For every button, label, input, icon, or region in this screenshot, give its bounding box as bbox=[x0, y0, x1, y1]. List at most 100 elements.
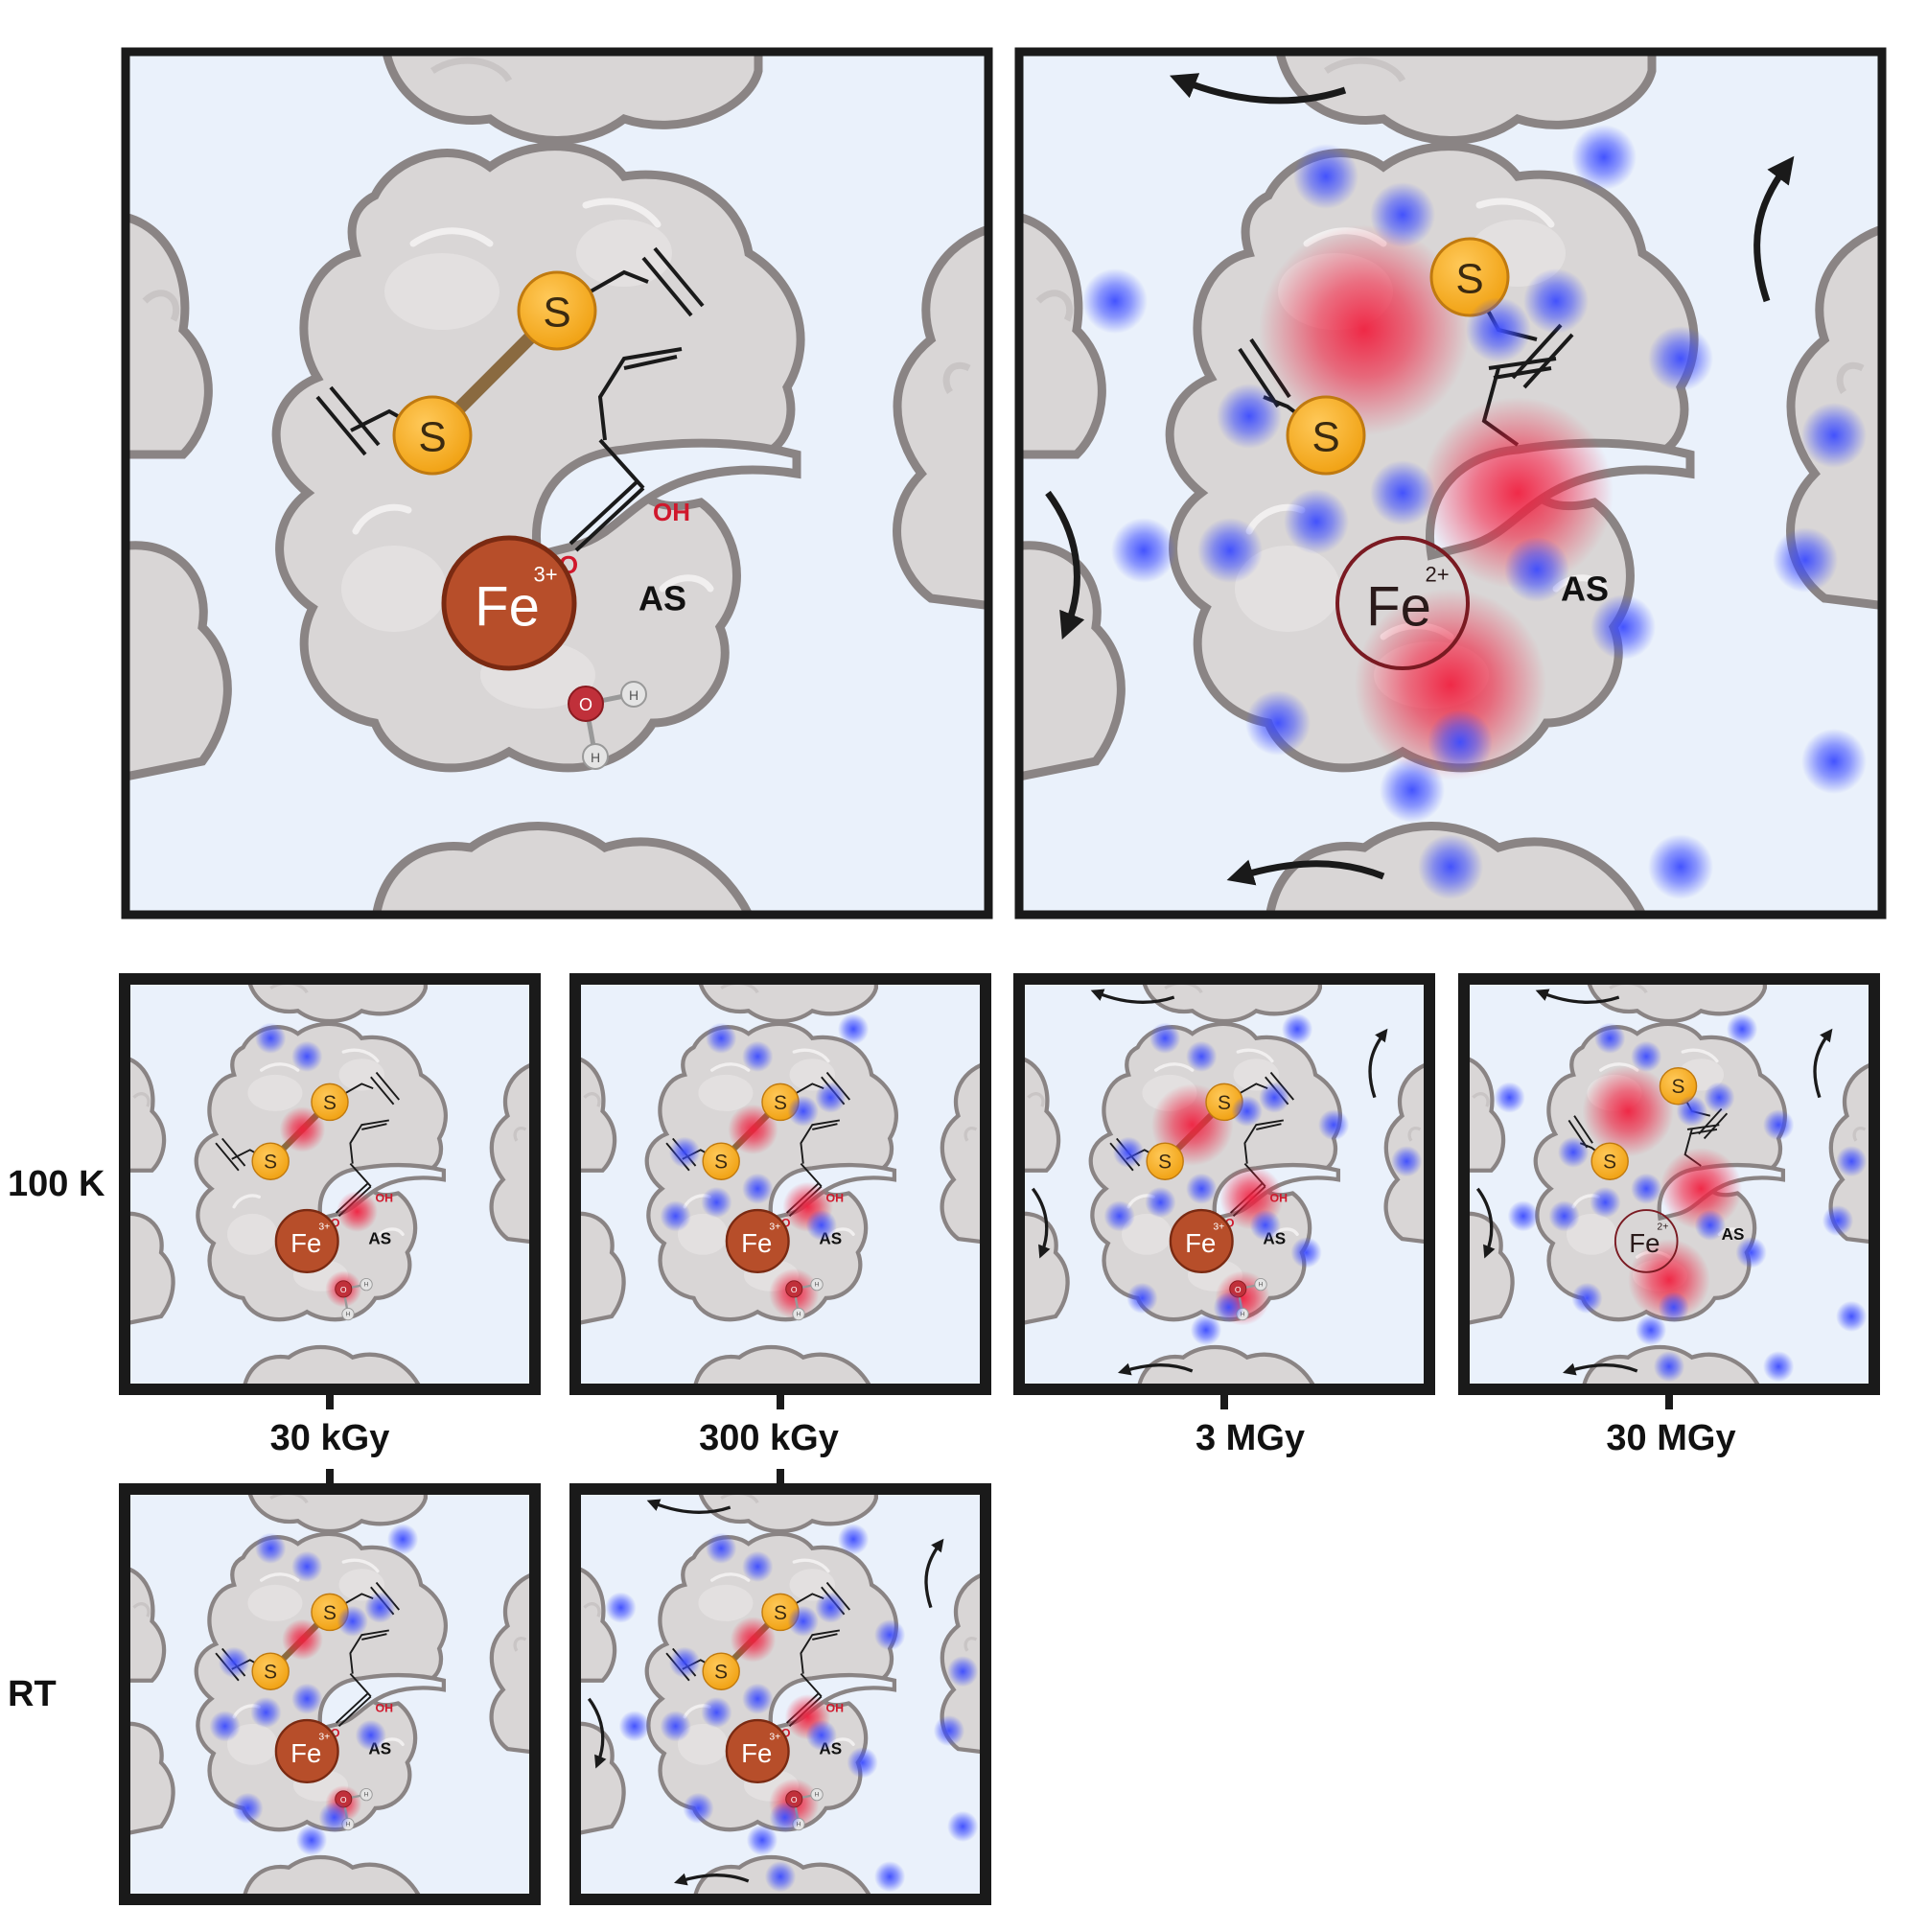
radical-spot bbox=[209, 1711, 241, 1742]
water-o: O bbox=[340, 1285, 347, 1294]
carboxyl-oh-label: OH bbox=[376, 1191, 394, 1204]
motion-arrow bbox=[646, 1499, 731, 1514]
radical-spot bbox=[1112, 1136, 1145, 1168]
dose-label-300kgy: 300 kGy bbox=[699, 1418, 839, 1458]
protein-environment bbox=[126, 52, 988, 915]
radical-spot bbox=[837, 1524, 870, 1555]
radical-spot bbox=[1694, 1209, 1726, 1241]
radical-spot bbox=[232, 1792, 264, 1825]
radical-spot bbox=[1111, 518, 1176, 583]
motion-arrow bbox=[1090, 989, 1175, 1004]
radical-spot bbox=[291, 1683, 323, 1714]
radical-spot bbox=[1836, 1146, 1868, 1177]
iron-charge: 3+ bbox=[769, 1733, 780, 1743]
radical-spot bbox=[1571, 125, 1637, 190]
damage-spot bbox=[1660, 1147, 1743, 1230]
sulfur-atom: S bbox=[702, 1142, 740, 1180]
radical-spot bbox=[1317, 1109, 1350, 1141]
water-molecule: O H H bbox=[785, 1277, 824, 1321]
radical-spot bbox=[1213, 1292, 1244, 1323]
radical-spot bbox=[295, 1825, 328, 1856]
water-h: H bbox=[1241, 1312, 1245, 1318]
radical-spot bbox=[847, 1747, 878, 1779]
carboxyl-o-label: O bbox=[331, 1216, 340, 1229]
water-o: O bbox=[1235, 1285, 1242, 1294]
radical-spot bbox=[255, 1022, 287, 1054]
sulfur-atom: S bbox=[251, 1652, 290, 1690]
iron-label: Fe bbox=[741, 1738, 772, 1768]
radical-spot bbox=[1735, 1237, 1767, 1269]
radical-spot bbox=[742, 1040, 774, 1073]
damage-spot bbox=[1259, 224, 1470, 435]
radical-spot bbox=[764, 1861, 797, 1893]
radical-spot bbox=[318, 1802, 350, 1833]
iron-charge: 3+ bbox=[318, 1733, 330, 1743]
radical-spot bbox=[1186, 1173, 1218, 1204]
radical-spot bbox=[1635, 1315, 1667, 1346]
damage-spot bbox=[282, 1618, 323, 1661]
radical-spot bbox=[746, 1825, 778, 1856]
radical-spot bbox=[1190, 1315, 1222, 1346]
radical-spot bbox=[218, 1646, 250, 1678]
radical-spot bbox=[337, 1605, 368, 1638]
radical-spot bbox=[742, 1550, 774, 1583]
radical-spot bbox=[1557, 1136, 1590, 1168]
iron-ion: Fe3+ bbox=[274, 1208, 339, 1273]
water-h: H bbox=[629, 687, 638, 703]
sulfur-label: S bbox=[774, 1602, 787, 1624]
radical-spot bbox=[706, 1532, 737, 1564]
radical-spot bbox=[1249, 1209, 1281, 1241]
sulfur-label: S bbox=[774, 1092, 787, 1114]
radical-spot bbox=[1726, 1013, 1758, 1045]
iron-ion: Fe3+ bbox=[441, 535, 577, 671]
active-site-label: AS bbox=[638, 579, 686, 618]
radical-spot bbox=[873, 1619, 906, 1651]
motion-arrow bbox=[674, 1873, 750, 1886]
sulfur-label: S bbox=[323, 1602, 337, 1624]
water-h: H bbox=[797, 1312, 801, 1318]
iron-label: Fe bbox=[475, 576, 540, 639]
radical-spot bbox=[873, 1861, 906, 1893]
radical-spot bbox=[1186, 1040, 1218, 1073]
motion-arrow bbox=[1535, 989, 1620, 1004]
damage-spot bbox=[730, 1617, 777, 1663]
dose-label-3mgy: 3 MGy bbox=[1196, 1418, 1305, 1458]
radical-spot bbox=[742, 1173, 774, 1204]
motion-arrow bbox=[1045, 490, 1085, 640]
radical-spot bbox=[947, 1656, 979, 1688]
protein-environment bbox=[575, 1489, 987, 1900]
radical-spot bbox=[291, 1040, 323, 1073]
sulfur-atom: S bbox=[1590, 1142, 1629, 1180]
radical-spot bbox=[1631, 1173, 1662, 1204]
carboxyl-o-label: O bbox=[781, 1216, 791, 1229]
radical-spot bbox=[1548, 1200, 1580, 1232]
radical-spot bbox=[1370, 460, 1435, 525]
water-h: H bbox=[815, 1792, 820, 1799]
radical-spot bbox=[1648, 834, 1713, 899]
radical-spot bbox=[1504, 537, 1569, 602]
water-h: H bbox=[346, 1312, 351, 1318]
radical-spot bbox=[1391, 1146, 1423, 1177]
radical-spot bbox=[1594, 1022, 1626, 1054]
radical-spot bbox=[618, 1711, 650, 1742]
motion-arrow bbox=[1226, 859, 1385, 886]
radical-spot bbox=[805, 1719, 837, 1751]
radical-spot bbox=[668, 1136, 701, 1168]
motion-arrow bbox=[1031, 1187, 1051, 1259]
motion-arrow bbox=[1170, 73, 1347, 105]
panel-frame bbox=[1014, 47, 1887, 919]
radical-spot bbox=[1523, 268, 1589, 334]
iron-label: Fe bbox=[1366, 576, 1431, 639]
radical-spot bbox=[815, 1592, 847, 1623]
water-h: H bbox=[797, 1822, 801, 1828]
radical-spot bbox=[1284, 489, 1349, 554]
carboxyl-oh-label: OH bbox=[653, 498, 690, 526]
panel-100k-30mgy: S S Fe2+ AS bbox=[1458, 973, 1880, 1395]
water-o: O bbox=[340, 1795, 347, 1804]
radical-spot bbox=[1281, 1013, 1313, 1045]
radical-spot bbox=[787, 1095, 819, 1128]
